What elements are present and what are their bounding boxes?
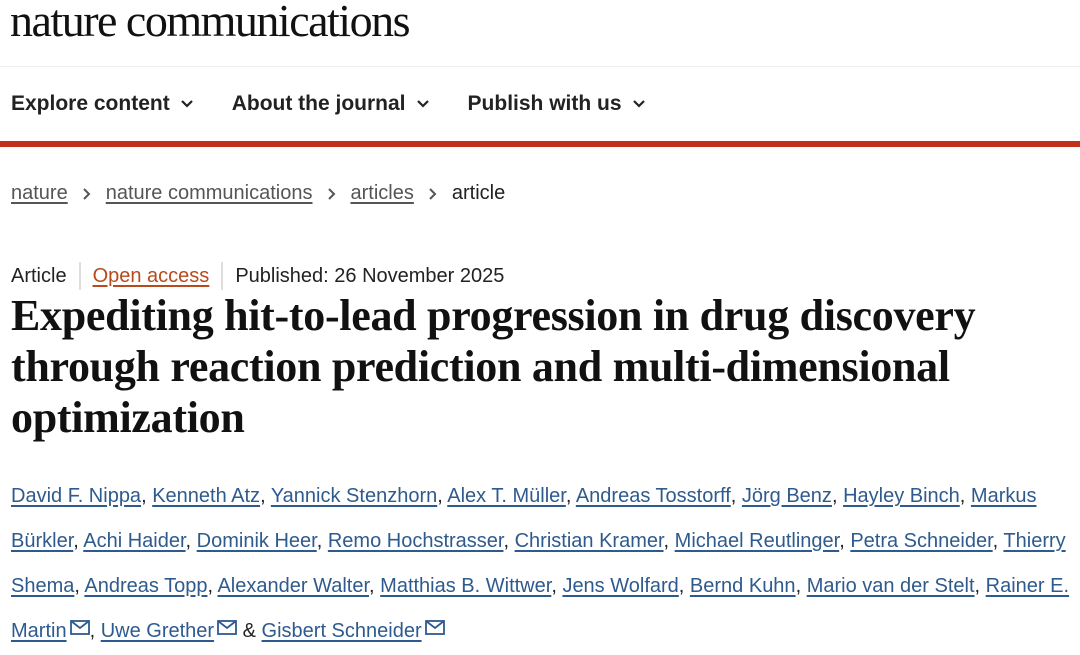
breadcrumb-nature-communications[interactable]: nature communications <box>105 182 313 204</box>
email-icon[interactable] <box>217 620 237 635</box>
author-link[interactable]: Mario van der Stelt <box>806 575 975 597</box>
chevron-right-icon <box>429 187 437 200</box>
open-access-link[interactable]: Open access <box>92 264 210 287</box>
breadcrumb: nature nature communications articles ar… <box>11 182 505 205</box>
main-nav: Explore content About the journal Publis… <box>0 67 1080 147</box>
breadcrumb-nature[interactable]: nature <box>11 182 68 204</box>
divider <box>78 262 81 290</box>
author-link[interactable]: Jörg Benz <box>741 485 832 507</box>
email-icon[interactable] <box>69 620 90 635</box>
author-link[interactable]: Rainer E. Martin <box>11 575 1070 642</box>
author-link[interactable]: Gisbert Schneider <box>261 620 422 642</box>
author-link[interactable]: Uwe Grether <box>100 620 215 642</box>
author-link[interactable]: Matthias B. Wittwer <box>380 575 552 597</box>
nav-about-journal[interactable]: About the journal <box>232 92 430 116</box>
author-link[interactable]: David F. Nippa <box>11 485 142 507</box>
author-link[interactable]: Petra Schneider <box>850 530 993 552</box>
chevron-down-icon <box>632 100 645 108</box>
nav-explore-content[interactable]: Explore content <box>11 92 194 116</box>
breadcrumb-articles[interactable]: articles <box>350 182 414 204</box>
email-icon[interactable] <box>424 620 445 635</box>
article-meta: Article Open access Published: 26 Novemb… <box>11 262 504 290</box>
chevron-down-icon <box>416 100 429 108</box>
author-link[interactable]: Andreas Tosstorff <box>575 485 731 507</box>
author-link[interactable]: Kenneth Atz <box>152 485 261 507</box>
author-link[interactable]: Alexander Walter <box>217 575 370 597</box>
divider <box>221 262 224 290</box>
author-link[interactable]: Yannick Stenzhorn <box>270 485 438 507</box>
article-title: Expediting hit-to-lead progression in dr… <box>11 291 976 442</box>
author-link[interactable]: Markus Bürkler <box>11 485 1037 552</box>
author-link[interactable]: Hayley Binch <box>843 485 960 507</box>
journal-logo[interactable]: nature communications <box>0 0 1080 67</box>
author-link[interactable]: Dominik Heer <box>196 530 317 552</box>
nav-publish-with-us[interactable]: Publish with us <box>468 92 646 116</box>
author-link[interactable]: Bernd Kuhn <box>689 575 796 597</box>
chevron-right-icon <box>327 187 335 200</box>
chevron-down-icon <box>180 100 193 108</box>
author-link[interactable]: Jens Wolfard <box>562 575 679 597</box>
author-link[interactable]: Remo Hochstrasser <box>327 530 504 552</box>
author-link[interactable]: Alex T. Müller <box>447 485 566 507</box>
author-list: David F. Nippa, Kenneth Atz, Yannick Ste… <box>11 485 1070 642</box>
chevron-right-icon <box>83 187 91 200</box>
breadcrumb-current: article <box>451 182 506 204</box>
article-type: Article <box>11 264 67 287</box>
author-link[interactable]: Michael Reutlinger <box>674 530 840 552</box>
published-date: Published: 26 November 2025 <box>235 264 505 287</box>
author-link[interactable]: Andreas Topp <box>84 575 208 597</box>
author-link[interactable]: Thierry Shema <box>11 530 1066 597</box>
author-link[interactable]: Christian Kramer <box>514 530 664 552</box>
author-link[interactable]: Achi Haider <box>83 530 186 552</box>
